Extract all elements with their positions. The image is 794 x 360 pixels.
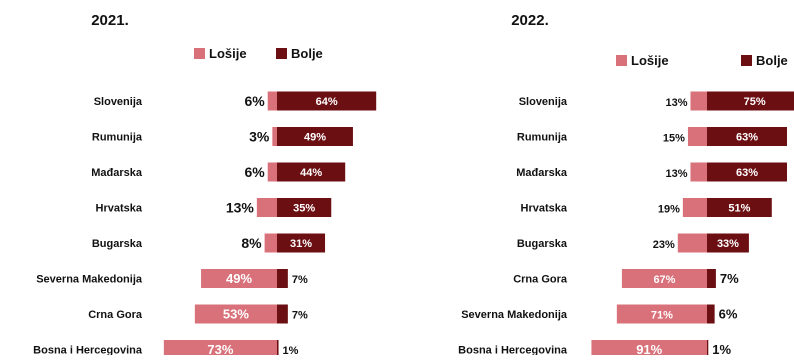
data-label-better: 44% [300,167,322,179]
data-label-better: 33% [717,238,739,250]
bar-better [277,127,353,146]
data-label-better: 7% [292,310,308,322]
category-label: Slovenija [94,96,143,108]
legend-label: Bolje [756,53,788,68]
data-label-better: 63% [736,167,758,179]
bar-better [277,91,377,111]
bar-better [707,340,709,359]
category-label: Severna Makedonija [461,309,568,321]
data-label-worse: 6% [244,93,265,109]
bar-better [707,233,749,253]
bar-better [707,198,772,217]
bar-worse [256,198,277,217]
data-label-worse: 13% [226,200,255,216]
category-label: Slovenija [519,96,568,108]
data-label-better: 64% [316,96,338,108]
category-label: Hrvatska [96,203,143,215]
data-label-worse: 19% [658,204,680,216]
bar-worse [690,91,707,111]
bar-worse [621,269,707,288]
category-label: Hrvatska [521,203,568,215]
legend-swatch [194,48,205,59]
category-label: Rumunija [92,132,143,144]
data-label-better: 1% [712,342,731,355]
category-label: Bugarska [517,238,568,250]
bar-better [277,162,346,182]
data-label-better: 7% [720,271,739,286]
bar-worse [616,304,707,324]
data-label-better: 7% [292,274,308,286]
bar-worse [272,127,277,146]
bar-better [277,233,326,253]
bar-better [707,91,794,111]
category-label: Rumunija [517,132,568,144]
data-label-worse: 49% [226,271,252,286]
legend-swatch [616,55,627,66]
data-label-worse: 8% [241,235,262,251]
bar-worse [264,233,277,253]
data-label-worse: 3% [249,129,270,145]
bar-worse [591,340,707,359]
bar-worse [682,198,707,217]
category-label: Crna Gora [88,309,143,321]
category-label: Severna Makedonija [36,274,143,286]
legend-label: Lošije [209,46,247,61]
category-label: Crna Gora [513,274,568,286]
data-label-worse: 53% [223,307,249,322]
data-label-worse: 13% [665,168,687,180]
bar-worse [194,304,277,324]
legend-swatch [741,55,752,66]
category-label: Bosna i Hercegovina [33,345,143,356]
bar-worse [690,162,707,182]
data-label-worse: 15% [663,133,685,145]
data-label-better: 31% [290,238,312,250]
legend-label: Lošije [631,53,669,68]
data-label-better: 63% [736,132,758,144]
legend-label: Bolje [291,46,323,61]
data-label-better: 49% [304,132,326,144]
data-label-better: 75% [744,96,766,108]
legend-swatch [276,48,287,59]
category-label: Mađarska [516,167,568,179]
bar-better [277,269,288,288]
bar-worse [201,269,277,288]
bar-better [277,340,279,359]
data-label-worse: 6% [244,164,265,180]
bar-better [707,127,788,146]
data-label-worse: 73% [207,342,233,355]
data-label-worse: 91% [636,342,662,355]
bar-better [707,304,715,324]
bar-better [707,269,716,288]
bar-worse [267,162,277,182]
data-label-worse: 23% [653,239,675,251]
data-label-better: 35% [293,203,315,215]
bar-worse [677,233,707,253]
bar-better [277,198,332,217]
category-label: Mađarska [91,167,143,179]
bar-worse [163,340,277,359]
chart-title: 2022. [511,12,549,29]
bar-worse [267,91,277,111]
chart-title: 2021. [91,12,129,29]
data-label-better: 1% [283,345,299,355]
data-label-worse: 67% [653,274,675,286]
data-label-worse: 71% [651,310,673,322]
category-label: Bugarska [92,238,143,250]
bar-worse [687,127,707,146]
data-label-worse: 13% [665,97,687,109]
data-label-better: 6% [719,307,738,322]
bar-better [277,304,288,324]
bar-better [707,162,788,182]
data-label-better: 51% [728,203,750,215]
category-label: Bosna i Hercegovina [458,345,568,356]
